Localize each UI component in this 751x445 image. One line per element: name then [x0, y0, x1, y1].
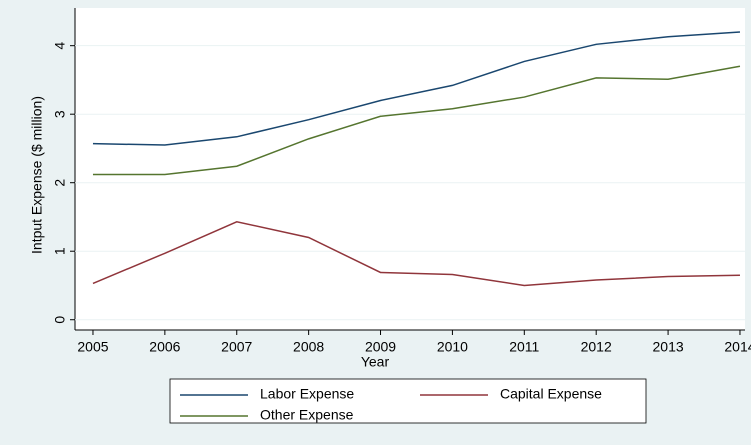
y-tick-label: 1: [52, 247, 68, 255]
x-tick-label: 2012: [581, 339, 612, 355]
y-tick-label: 3: [52, 110, 68, 118]
x-tick-label: 2010: [437, 339, 468, 355]
line-series: [92, 31, 741, 146]
x-tick-label: 2013: [653, 339, 684, 355]
y-tick-label: 0: [52, 316, 68, 324]
line-series: [92, 65, 741, 176]
x-tick-label: 2006: [149, 339, 180, 355]
legend: [169, 378, 647, 424]
y-axis-label: Intput Expense ($ million): [29, 96, 45, 254]
x-tick-label: 2014: [724, 339, 751, 355]
plot-area: [75, 8, 745, 330]
x-tick-label: 2008: [293, 339, 324, 355]
x-tick-label: 2009: [365, 339, 396, 355]
legend-label: Other Expense: [260, 407, 354, 423]
x-tick-label: 2005: [77, 339, 108, 355]
x-axis-label: Year: [361, 354, 390, 370]
line-series: [92, 220, 740, 287]
legend-label: Labor Expense: [260, 386, 354, 402]
y-tick-label: 2: [52, 179, 68, 187]
legend-label: Capital Expense: [500, 386, 602, 402]
x-tick-label: 2011: [509, 339, 539, 355]
y-tick-label: 4: [52, 42, 68, 50]
x-tick-label: 2007: [221, 339, 252, 355]
